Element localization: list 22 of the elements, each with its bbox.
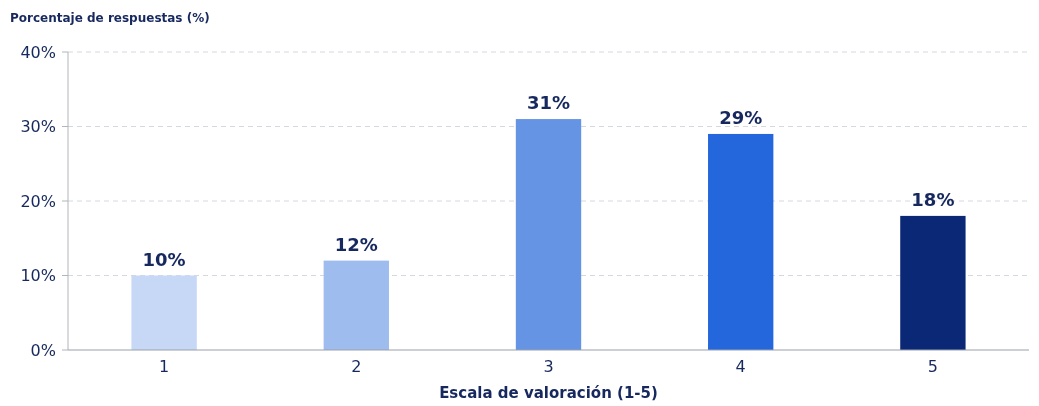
y-tick-label: 40%: [20, 42, 56, 62]
bar: [900, 215, 966, 350]
x-axis-title: Escala de valoración (1-5): [439, 384, 658, 402]
x-tick-label: 2: [351, 357, 362, 376]
y-tick-label: 30%: [20, 117, 56, 137]
bar: [323, 260, 389, 350]
data-label: 10%: [142, 248, 186, 270]
bar: [708, 133, 774, 350]
y-tick-label: 0%: [30, 340, 56, 360]
data-label: 29%: [719, 106, 763, 128]
x-tick-label: 4: [735, 357, 746, 376]
bar: [515, 119, 582, 350]
data-label: 18%: [911, 188, 955, 210]
y-axis-title: Porcentaje de respuestas (%): [10, 11, 210, 25]
x-tick-label: 1: [159, 357, 170, 376]
data-label: 12%: [334, 233, 378, 255]
y-tick-label: 20%: [20, 191, 56, 211]
x-tick-label: 3: [543, 357, 554, 376]
bar: [131, 275, 197, 350]
x-tick-label: 5: [927, 357, 938, 376]
data-label: 31%: [526, 92, 571, 114]
y-tick-label: 10%: [20, 266, 56, 286]
